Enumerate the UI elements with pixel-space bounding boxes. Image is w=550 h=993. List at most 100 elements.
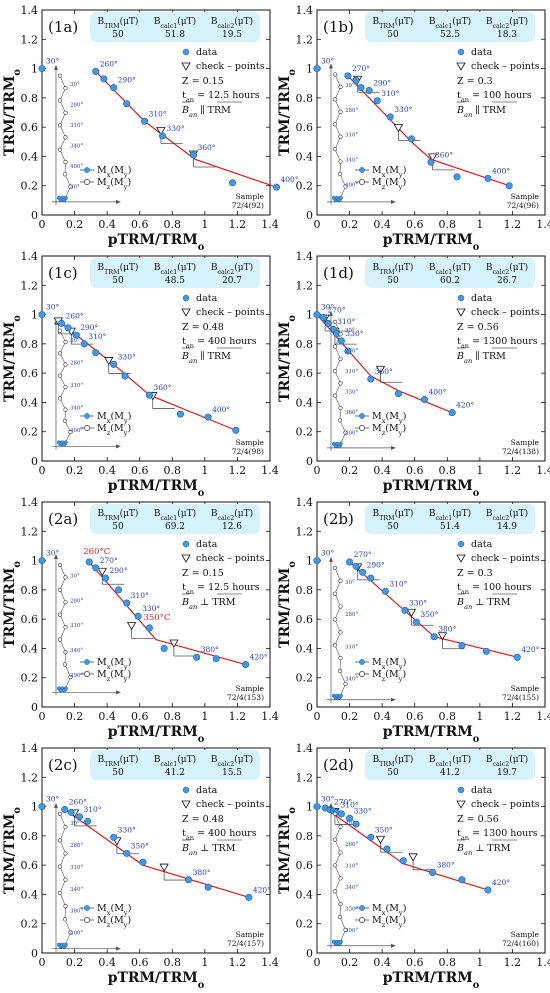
inset-temperature-label: 30° — [70, 573, 80, 579]
x-tick-label: 1.2 — [504, 710, 522, 723]
y-tick-label: 0.4 — [21, 642, 39, 655]
inset-mz-point — [337, 171, 343, 177]
x-tick-label: 1.2 — [229, 464, 247, 477]
inset-temperature-label: 310° — [70, 123, 83, 129]
legend-mz-label: Mz(My) — [372, 669, 406, 683]
y-tick-label: 1 — [31, 555, 38, 568]
temperature-label: 420° — [250, 653, 268, 662]
check-triangle — [126, 622, 137, 631]
chart-panel-1d: 0 0.2 0.4 0.6 0.8 1 1.2 1.4 0 0.2 0.4 0.6 0.8 1 1.2 1.4… — [277, 250, 550, 499]
inset-mz-point — [338, 332, 343, 337]
x-tick-label: 1.4 — [536, 710, 550, 723]
data-point — [337, 337, 345, 345]
data-point — [320, 313, 328, 321]
y-tick-label: 0.6 — [21, 859, 39, 872]
legend-data-label: data — [196, 47, 218, 58]
legend-check-label: check – points — [471, 799, 540, 810]
check-point — [169, 639, 196, 657]
x-tick-label: 1.2 — [504, 464, 522, 477]
data-point — [189, 151, 197, 159]
field-value: 50 — [112, 30, 124, 40]
y-tick-label: 0.4 — [296, 888, 314, 901]
field-value: 26.7 — [497, 276, 517, 286]
y-tick-label: 0.2 — [296, 918, 314, 931]
legend-data-label: data — [196, 785, 218, 796]
inset-mz-point — [57, 637, 63, 642]
data-point — [482, 647, 490, 655]
field-value: 18.3 — [497, 30, 517, 40]
data-point — [72, 331, 80, 339]
inset-temperature-label: 350° — [345, 907, 358, 913]
legend-check-marker — [456, 308, 466, 317]
x-axis-label: pTRM/TRMo — [383, 232, 480, 253]
inset-mz-point — [57, 98, 63, 103]
x-tick-label: 0 — [39, 956, 46, 969]
legend-check-marker — [181, 554, 191, 563]
data-point — [110, 833, 118, 841]
sample-id: 72/4(153) — [227, 693, 264, 702]
y-tick-label: 1.2 — [21, 771, 39, 784]
sample-caption: Sample — [511, 930, 540, 939]
data-point — [38, 803, 46, 811]
field-value: 50 — [112, 276, 124, 286]
y-axis-label: TRM/TRMo — [277, 561, 298, 648]
inset-temperature-label: 400° — [70, 428, 83, 434]
inset-mz-point — [338, 356, 343, 361]
field-value: 12.6 — [222, 522, 242, 532]
inset-mz-point — [338, 655, 343, 661]
legend-mx-marker — [84, 659, 90, 665]
y-tick-label: 0.6 — [21, 613, 39, 626]
inset-mz-point — [68, 930, 73, 935]
zijderveld-inset: 30° 260° 310° 340° 350° 390° — [327, 802, 396, 949]
x-tick-label: 0.6 — [131, 956, 149, 969]
data-point — [344, 347, 352, 355]
fit-line — [95, 71, 277, 188]
legend-mz-label: Mz(My) — [97, 669, 131, 683]
temperature-label: 290° — [110, 566, 128, 575]
legend-check-label: check – points — [196, 553, 265, 564]
data-point — [159, 132, 167, 140]
x-tick-label: 0.6 — [406, 464, 424, 477]
inset-mx-point — [63, 440, 68, 445]
x-tick-label: 0.6 — [406, 956, 424, 969]
data-point — [373, 97, 381, 105]
inset-mz-point — [338, 850, 343, 855]
x-tick-label: 1 — [201, 464, 208, 477]
legend-data-label: data — [471, 785, 493, 796]
temperature-label: 380° — [193, 868, 211, 877]
data-point — [145, 391, 153, 399]
y-tick-label: 1.2 — [21, 33, 39, 46]
data-point — [67, 808, 75, 816]
temperature-label: 310° — [149, 109, 167, 118]
y-axis-label: TRM/TRMo — [2, 561, 23, 648]
inset-mz-point — [57, 562, 63, 568]
data-point — [484, 886, 492, 894]
inset-mz-point — [332, 565, 338, 570]
data-point — [427, 158, 435, 166]
legend-mz-label: Mz(My) — [97, 177, 131, 191]
inset-mz-point — [63, 851, 68, 856]
inset-mz-point — [57, 351, 63, 356]
inset-mz-point — [332, 863, 338, 868]
x-tick-label: 1.2 — [229, 710, 247, 723]
inset-mz-point — [63, 824, 68, 830]
y-tick-label: 1 — [31, 63, 38, 76]
panel-id: (2c) — [48, 756, 78, 774]
chart-panel-1b: 0 0.2 0.4 0.6 0.8 1 1.2 1.4 0 0.2 0.4 0.6 0.8 1 1.2 1.4… — [277, 4, 550, 253]
data-point — [394, 390, 402, 398]
inset-temperature-label: 340° — [70, 887, 83, 893]
field-header: BTRM(μT) — [98, 262, 139, 276]
inset-arrow-icon — [116, 444, 121, 449]
legend-mz-marker — [359, 425, 365, 431]
temperature-label: 310° — [131, 591, 149, 600]
data-point — [38, 557, 46, 565]
y-tick-label: 1 — [306, 309, 313, 322]
y-tick-label: 0.4 — [296, 396, 314, 409]
y-tick-label: 0 — [31, 209, 38, 222]
temperature-label: 260° — [100, 60, 118, 69]
field-orientation: Ban ⊥ TRM — [181, 597, 236, 611]
x-tick-label: 0.4 — [98, 464, 116, 477]
temperature-label: 420° — [521, 645, 539, 654]
temperature-label: 330° — [142, 604, 160, 613]
